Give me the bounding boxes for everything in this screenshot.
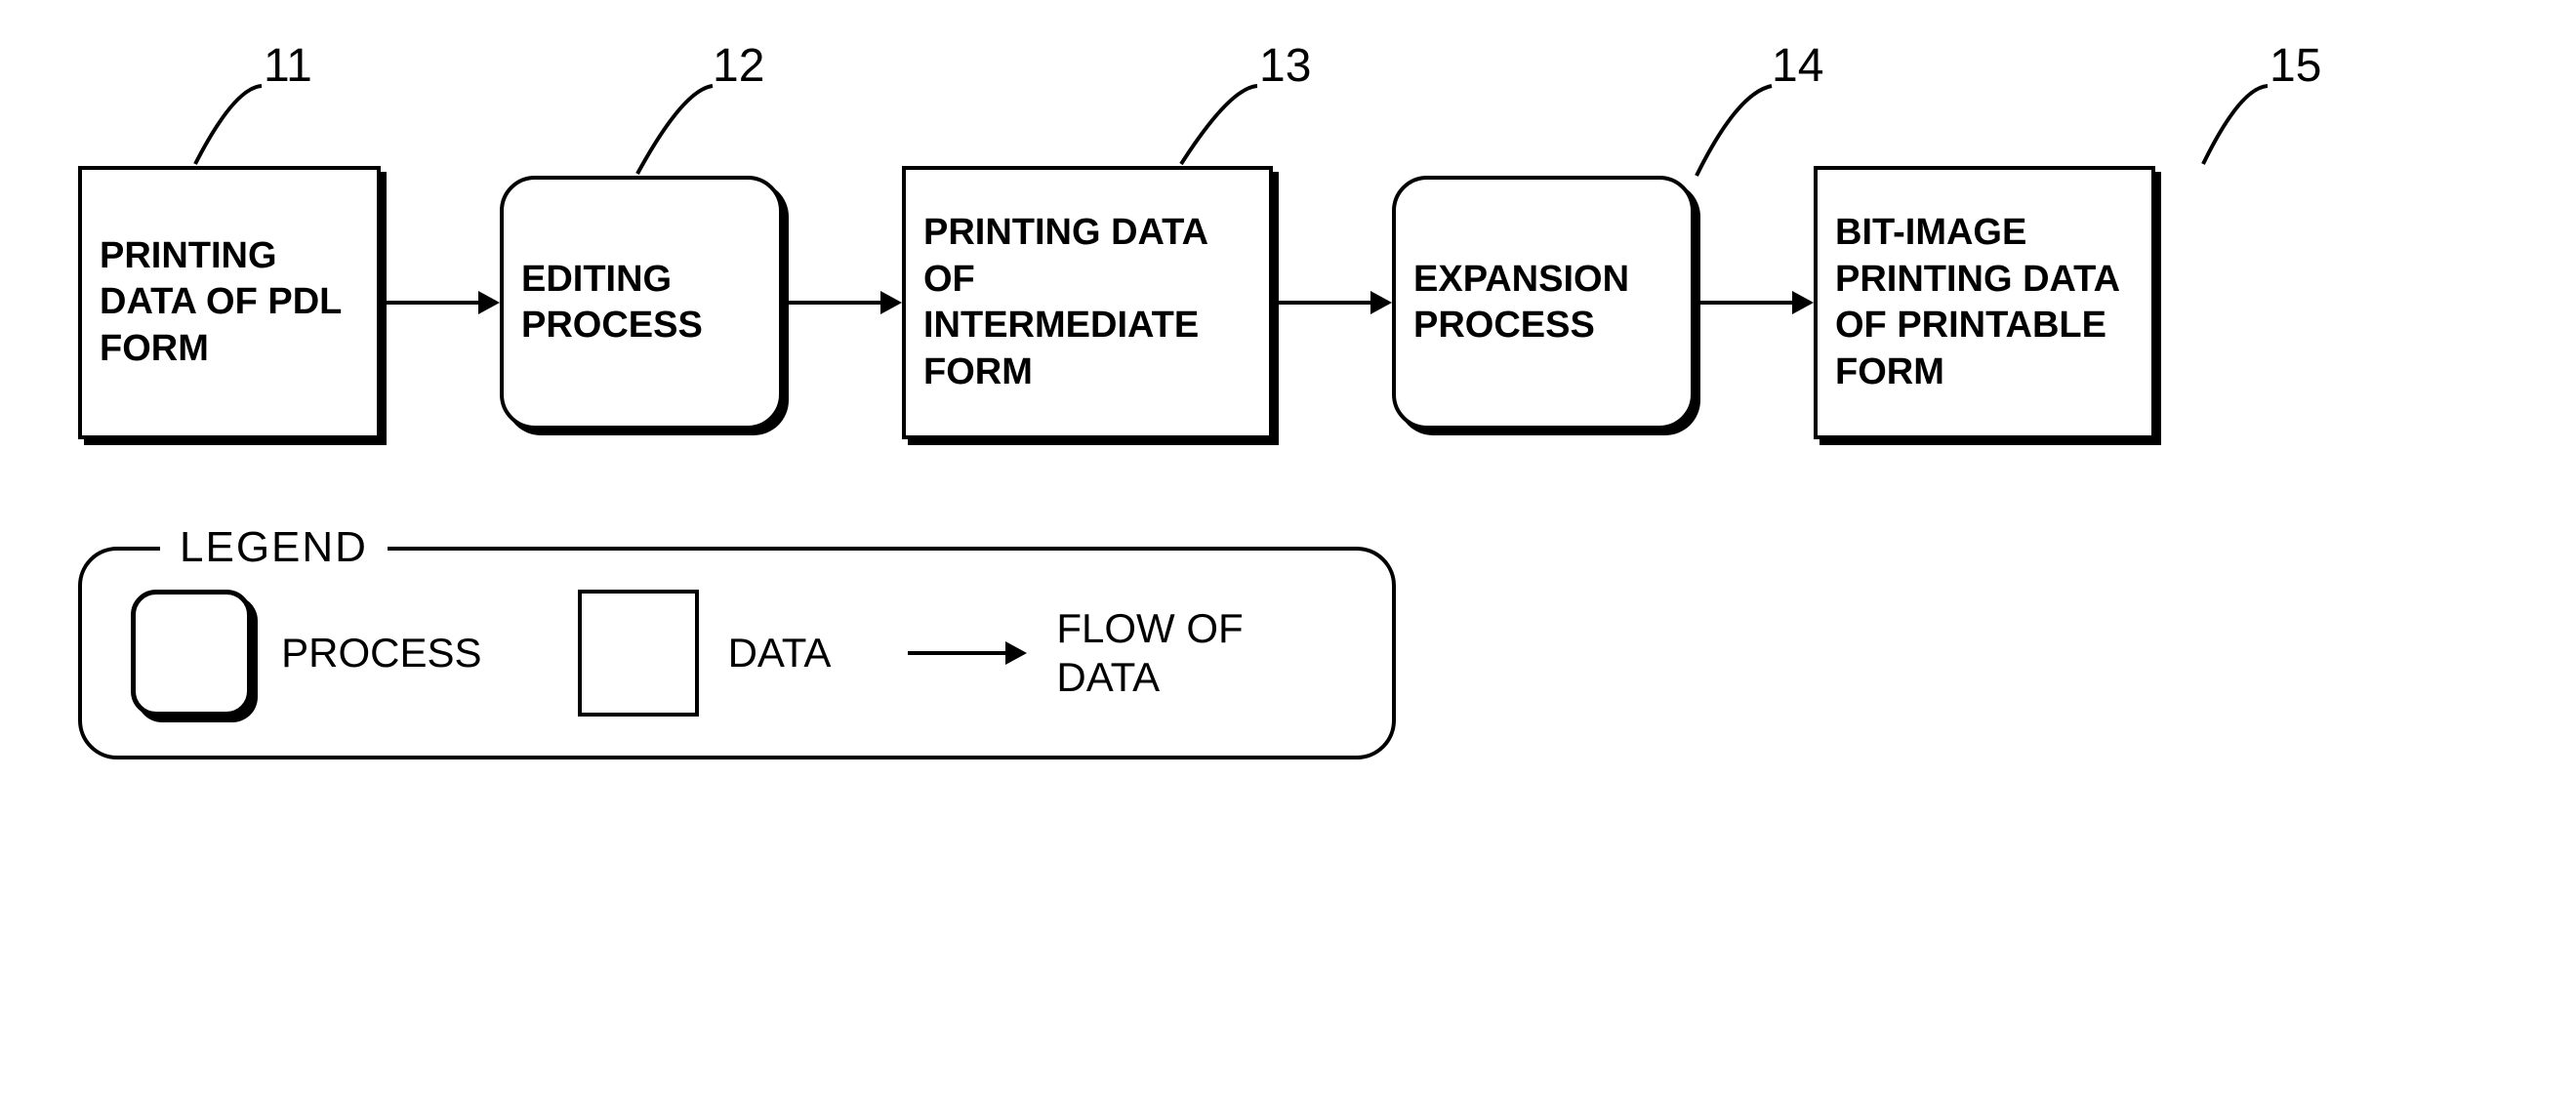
arrow-line xyxy=(1273,301,1370,305)
legend-data-label: DATA xyxy=(728,630,832,676)
flow-row: PRINTING DATA OF PDL FORM EDITING PROCES… xyxy=(78,166,2155,439)
arrow-head-icon xyxy=(1005,641,1027,665)
node-editing-process: EDITING PROCESS xyxy=(500,176,783,430)
legend-data-icon xyxy=(578,590,699,717)
legend-row: PROCESS DATA FLOW OF DATA xyxy=(131,590,1343,717)
arrow-line xyxy=(381,301,478,305)
arrow-head-icon xyxy=(1370,291,1392,314)
arrow-head-icon xyxy=(478,291,500,314)
node-pdl-data: PRINTING DATA OF PDL FORM xyxy=(78,166,381,439)
legend-flow-label: FLOW OF DATA xyxy=(1056,604,1343,703)
node-text: PRINTING DATA OF INTERMEDIATE FORM xyxy=(923,210,1251,395)
label-11: 11 xyxy=(264,39,312,93)
label-15: 15 xyxy=(2269,39,2321,93)
node-text: EDITING PROCESS xyxy=(521,257,761,349)
legend-process-label: PROCESS xyxy=(281,630,481,676)
node-bitimage-data: BIT-IMAGE PRINTING DATA OF PRINTABLE FOR… xyxy=(1814,166,2155,439)
arrow-4-5 xyxy=(1695,291,1814,314)
label-12: 12 xyxy=(713,39,764,93)
legend-title: LEGEND xyxy=(160,523,388,572)
diagram-container: 11 12 13 14 15 PRINTING DATA OF PDL FORM… xyxy=(39,39,2528,1064)
node-expansion-process: EXPANSION PROCESS xyxy=(1392,176,1695,430)
leader-15 xyxy=(2182,78,2279,176)
legend-arrow-icon xyxy=(908,641,1027,665)
arrow-line xyxy=(783,301,880,305)
arrow-3-4 xyxy=(1273,291,1392,314)
leader-13 xyxy=(1162,78,1269,176)
node-text: BIT-IMAGE PRINTING DATA OF PRINTABLE FOR… xyxy=(1835,210,2134,395)
arrow-line xyxy=(908,651,1005,655)
leader-11 xyxy=(176,78,273,176)
arrow-head-icon xyxy=(880,291,902,314)
legend-process-icon xyxy=(131,590,252,717)
arrow-1-2 xyxy=(381,291,500,314)
label-13: 13 xyxy=(1259,39,1311,93)
legend-box: LEGEND PROCESS DATA FLOW OF DATA xyxy=(78,547,1396,759)
arrow-line xyxy=(1695,301,1792,305)
label-14: 14 xyxy=(1772,39,1823,93)
arrow-head-icon xyxy=(1792,291,1814,314)
node-intermediate-data: PRINTING DATA OF INTERMEDIATE FORM xyxy=(902,166,1273,439)
node-text: EXPANSION PROCESS xyxy=(1413,257,1673,349)
arrow-2-3 xyxy=(783,291,902,314)
node-text: PRINTING DATA OF PDL FORM xyxy=(100,233,359,373)
